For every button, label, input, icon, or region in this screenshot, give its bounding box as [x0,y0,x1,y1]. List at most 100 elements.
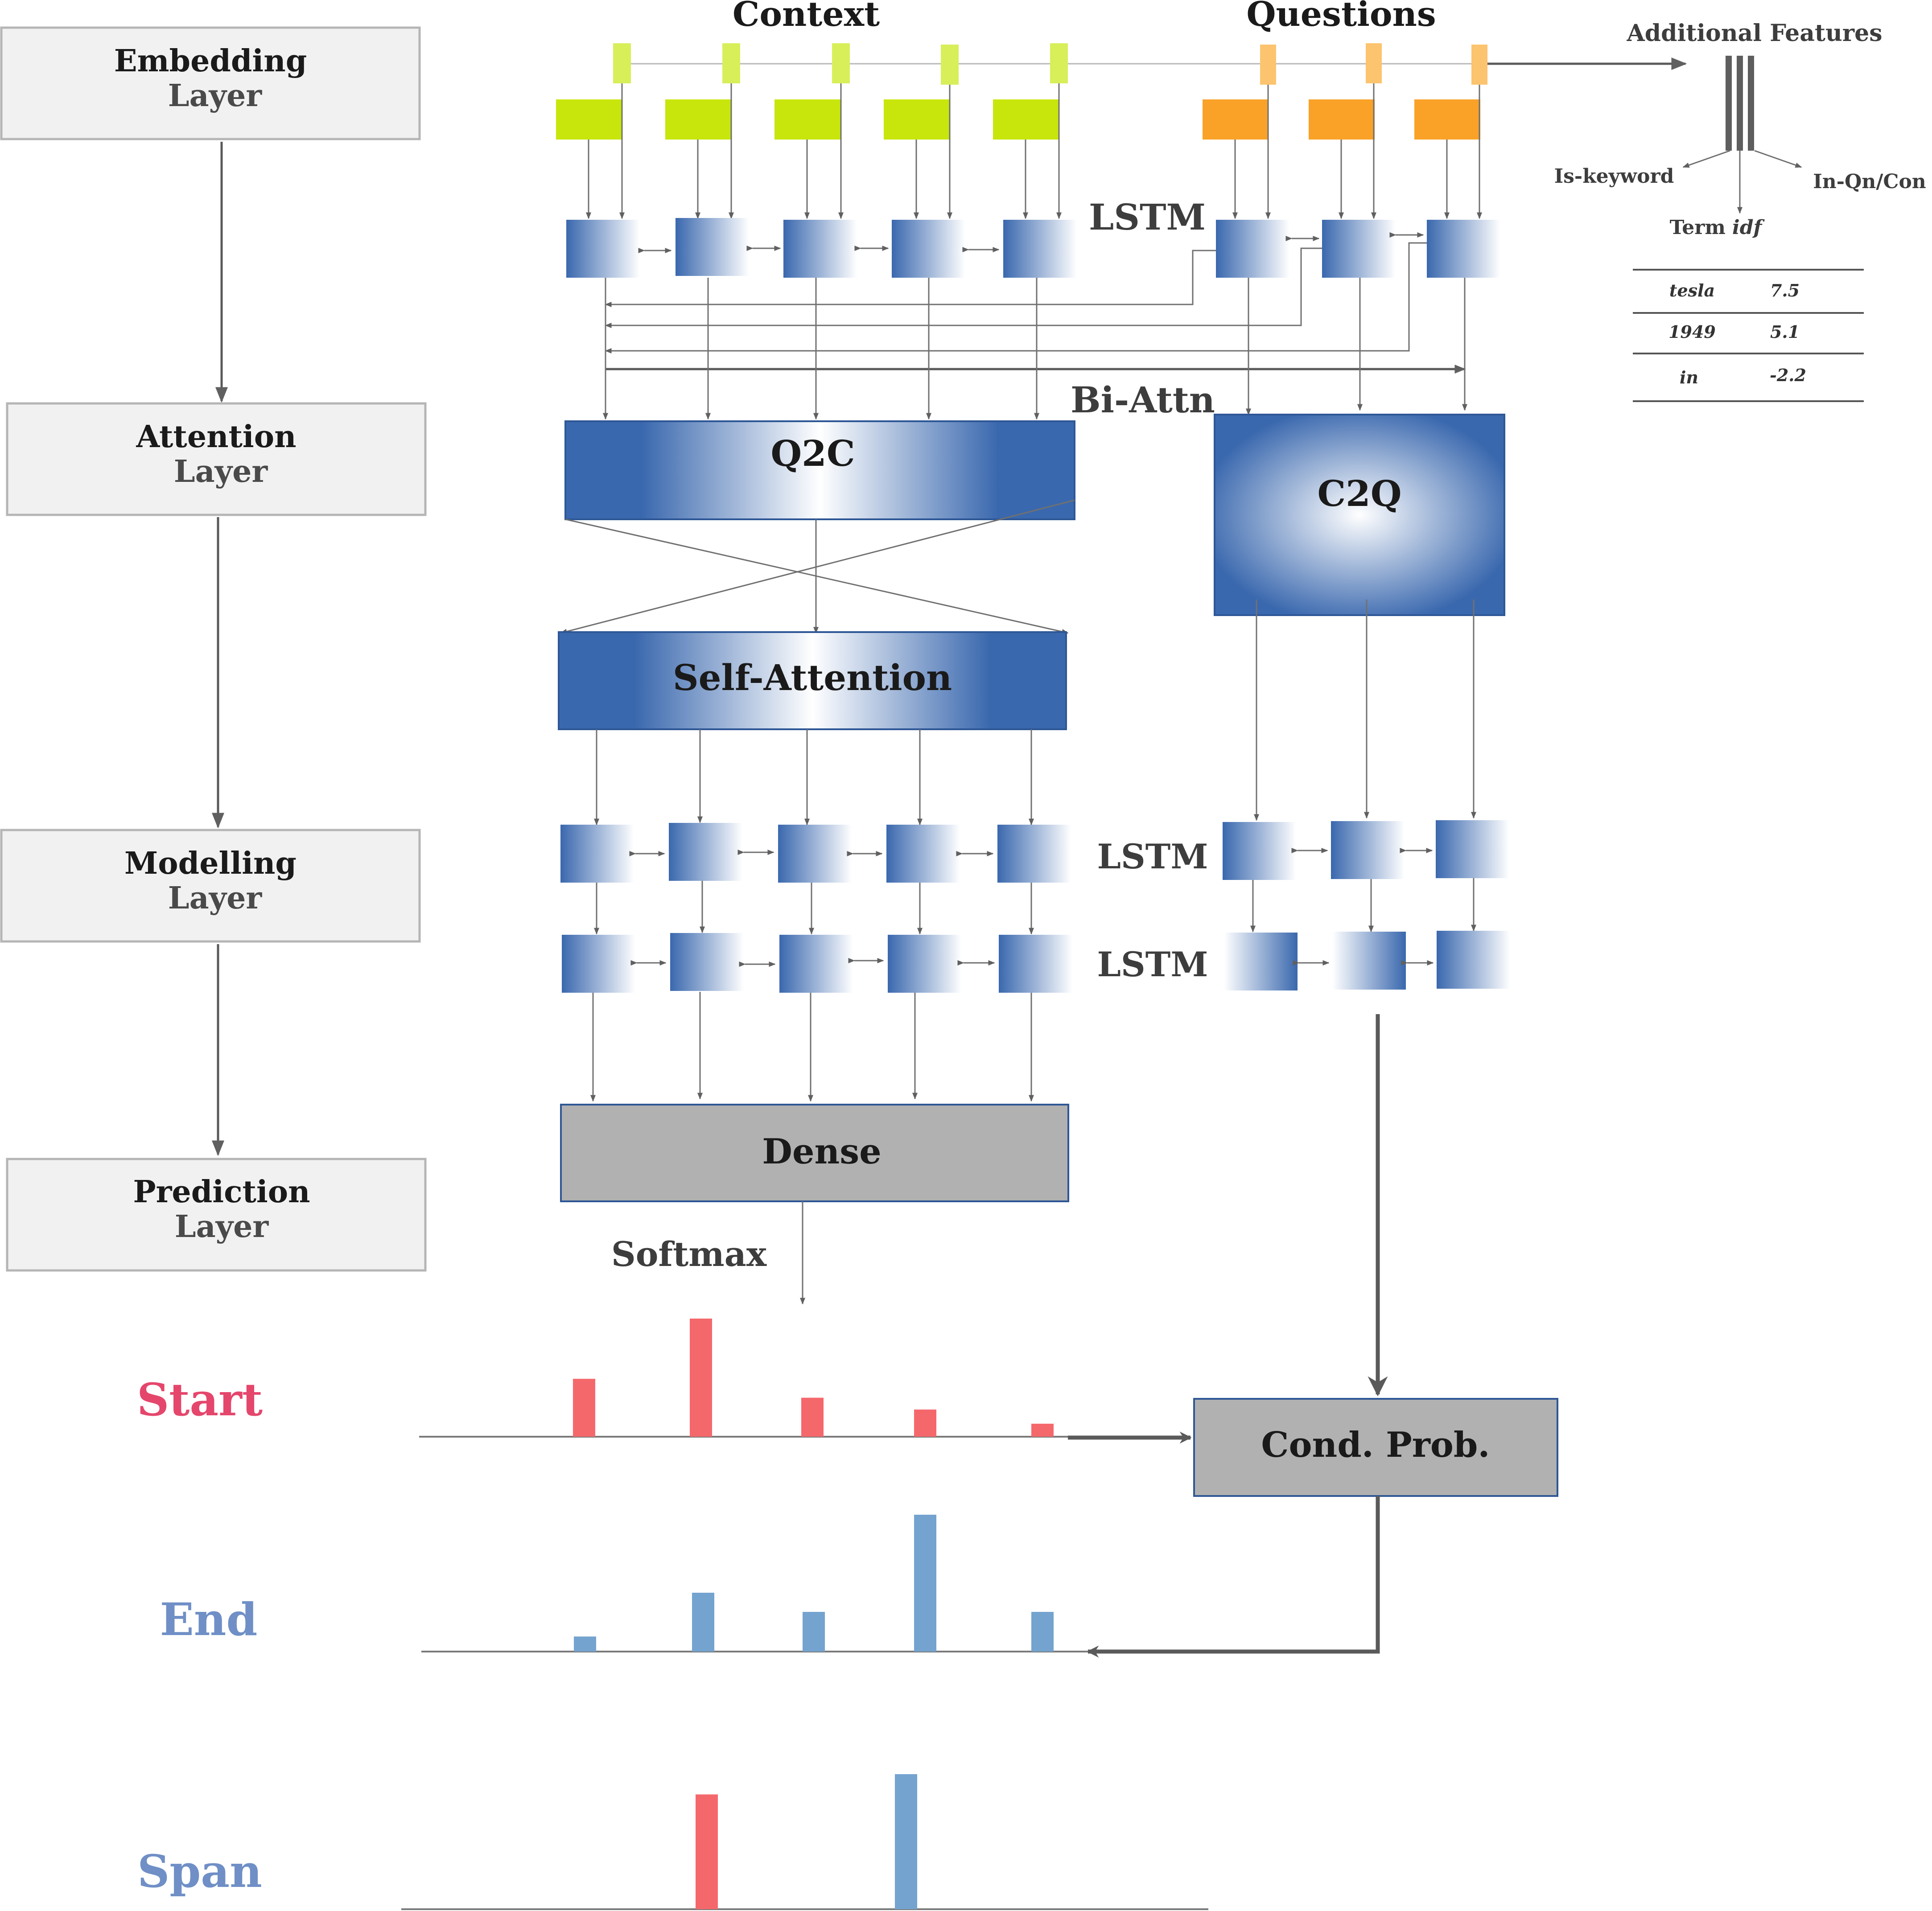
lstm-cell [1427,220,1500,278]
self-attention-to-lstm-arrows [594,729,1034,826]
span-label: Span [137,1845,262,1898]
lstm-to-dense-arrows [590,992,1034,1102]
self-attention-block: Self-Attention [558,631,1067,730]
question-char-bar [1366,43,1382,83]
prediction-layer-subtitle: Layer [175,1209,269,1245]
prediction-layer-box: Prediction Layer [6,1158,427,1272]
q2c-block: Q2C [564,420,1075,520]
lstm-cell [669,823,742,881]
idf-value-1: 5.1 [1770,322,1800,342]
end-bar [914,1515,936,1652]
context-word-bar [556,99,622,140]
lstm-mid2-question [1224,931,1510,990]
idf-value-0: 7.5 [1770,280,1800,300]
end-bar [692,1592,714,1652]
modelling-layer-title: Modelling [124,846,297,881]
additional-features-header: Additional Features [1626,20,1882,47]
idf-term-2: in [1680,367,1698,387]
c2q-label: C2Q [1317,473,1401,514]
lstm-cell [783,220,857,278]
lstm-mid2-label: LSTM [1097,945,1208,984]
lstm-cell [1332,932,1406,990]
lstm-cell [1216,220,1289,278]
question-char-bar [1260,45,1276,85]
lstm-cell [888,935,961,993]
context-word-bar [884,99,950,140]
span-bar [895,1774,917,1909]
idf-table: tesla 7.5 1949 5.1 in -2.2 [1633,269,1864,402]
question-char-bar [1471,45,1487,85]
c2q-block: C2Q [1214,414,1505,616]
start-label: Start [137,1373,263,1426]
attention-layer-subtitle: Layer [174,454,268,489]
modelling-layer-subtitle: Layer [168,880,263,916]
lstm-mid2-context [562,933,1072,993]
softmax-label: Softmax [611,1234,767,1274]
dense-block: Dense [560,1104,1069,1202]
start-bar [914,1410,936,1437]
end-label: End [160,1593,258,1646]
lstm-cell [670,933,744,991]
attention-layer-title: Attention [136,419,296,455]
lstm-cell [892,220,965,278]
embedding-layer-subtitle: Layer [168,78,263,114]
span-bar [696,1794,718,1909]
context-char-embeddings [613,43,1068,85]
lstm-cell [1437,931,1510,989]
question-char-embeddings [1260,43,1487,85]
condprob-to-end-arrow [1087,1496,1380,1658]
span-distribution-chart [401,1774,1208,1910]
is-keyword-label: Is-keyword [1554,165,1674,188]
cond-prob-label: Cond. Prob. [1261,1425,1490,1465]
context-word-bar [665,99,731,140]
question-word-bar [1414,99,1480,140]
embedding-layer-box: Embedding Layer [0,26,421,140]
end-bar [574,1636,596,1652]
dense-label: Dense [762,1131,882,1172]
question-word-bar [1203,99,1269,140]
attention-layer-box: Attention Layer [6,402,427,516]
lstm-cell [1224,933,1298,990]
lstm-mid1-label: LSTM [1097,837,1208,876]
idf-term-1: 1949 [1668,322,1716,342]
lstm-cell [1436,820,1509,878]
q2c-label: Q2C [770,432,855,474]
lstm-cell [562,935,635,993]
lstm-cell [779,935,853,993]
context-word-embeddings [556,99,1059,140]
idf-label: idf [1732,216,1765,239]
lstm-cell [1003,220,1077,278]
lstm-cell [676,218,749,276]
idf-value-2: -2.2 [1770,365,1806,385]
lstm-cell [566,220,640,278]
lstm-cell [1223,822,1296,880]
lstm-cell [1331,821,1405,879]
end-distribution-chart [421,1515,1088,1652]
end-bar [803,1611,825,1652]
question-to-context-routing [605,242,1466,374]
context-char-bar [613,43,631,83]
bi-attn-label: Bi-Attn [1071,379,1215,421]
embedding-layer-title: Embedding [114,43,307,79]
cond-prob-block: Cond. Prob. [1193,1398,1558,1497]
lstm-top-question [1216,220,1500,278]
self-attention-label: Self-Attention [673,657,952,699]
term-idf-label: Term idf [1670,216,1765,239]
context-char-bar [832,43,850,83]
q2c-to-self-attention-arrows [560,499,1075,634]
modelling-layer-box: Modelling Layer [0,829,421,943]
context-word-bar [993,99,1059,140]
in-qn-con-label: In-Qn/Con [1813,170,1926,193]
context-header: Context [733,0,880,34]
question-word-bar [1309,99,1375,140]
question-word-embeddings [1203,99,1480,140]
start-bar [573,1379,595,1437]
lstm-cell [560,825,634,883]
start-bar [801,1397,824,1437]
lstm-cell [778,825,852,883]
lstm-cell [1322,220,1396,278]
lstm-cell [999,935,1072,993]
embedding-to-lstm-arrows [586,83,1482,219]
lstm-cell [997,825,1071,883]
